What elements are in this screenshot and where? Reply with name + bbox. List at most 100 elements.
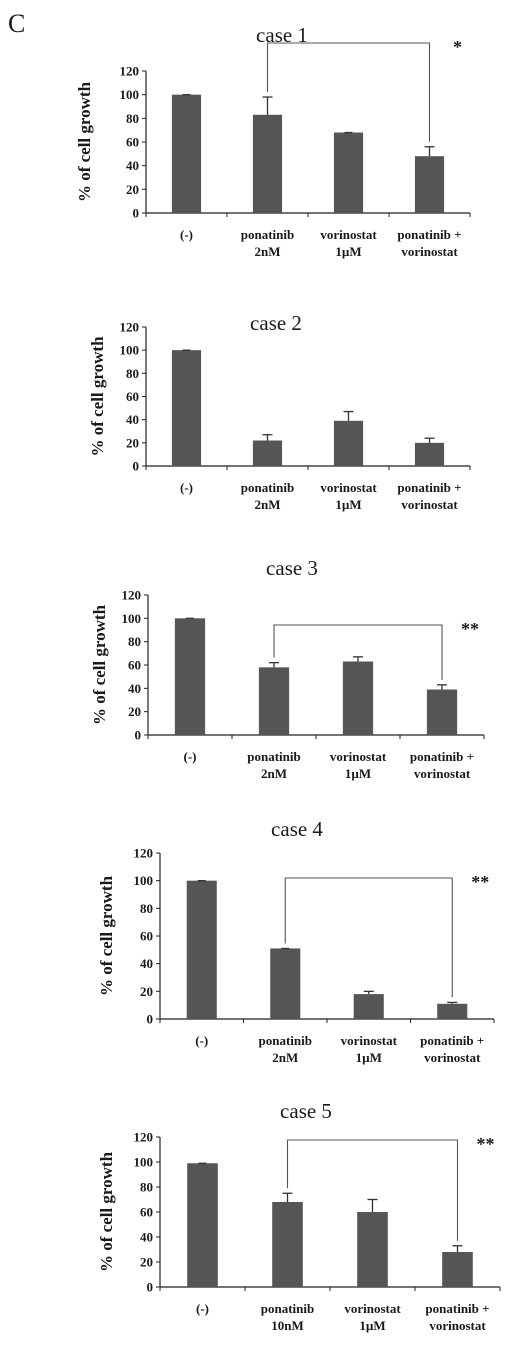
significance-bracket	[273, 624, 443, 680]
x-tick-label: ponatinib	[261, 1301, 314, 1316]
bar	[174, 618, 206, 735]
x-tick-label: 10nM	[271, 1318, 304, 1333]
y-axis-label: % of cell growth	[88, 336, 107, 457]
x-tick-label: 2nM	[255, 497, 281, 512]
y-axis-label: % of cell growth	[97, 1151, 116, 1272]
chart-case-1: case 1% of cell growth020406080100120(-)…	[75, 23, 471, 259]
bar	[270, 948, 301, 1019]
y-tick-label: 60	[140, 929, 153, 944]
x-tick-label: 1µM	[335, 244, 361, 259]
x-tick-label: ponatinib +	[420, 1033, 484, 1048]
significance-bracket	[266, 42, 431, 142]
x-tick-label: ponatinib +	[397, 227, 461, 242]
x-tick-label: vorinostat	[424, 1050, 481, 1065]
bar	[353, 994, 384, 1019]
y-tick-label: 100	[122, 611, 142, 626]
y-tick-label: 80	[140, 901, 153, 916]
y-tick-label: 0	[133, 459, 140, 474]
x-tick-label: vorinostat	[414, 766, 471, 781]
bar	[342, 661, 374, 735]
y-tick-label: 100	[120, 87, 140, 102]
bar	[252, 440, 283, 466]
y-tick-label: 120	[120, 320, 140, 335]
y-tick-label: 0	[147, 1280, 154, 1295]
y-tick-label: 100	[134, 873, 154, 888]
y-tick-label: 80	[128, 634, 141, 649]
bar	[333, 420, 364, 466]
y-tick-label: 60	[126, 389, 139, 404]
x-tick-label: vorinostat	[320, 227, 377, 242]
significance-bracket	[286, 1139, 459, 1241]
bar	[414, 442, 445, 466]
bar	[357, 1212, 388, 1287]
x-tick-label: ponatinib	[241, 227, 294, 242]
y-tick-label: 0	[135, 728, 142, 743]
chart-title: case 3	[266, 556, 318, 580]
bar	[426, 689, 458, 735]
chart-case-5: case 5 % of cell growth 0 20 40 60 80 100 120 (-)…	[97, 1099, 501, 1333]
y-axis-label: % of cell growth	[75, 81, 94, 202]
x-tick-label: (-)	[180, 227, 193, 242]
y-tick-label: 60	[140, 1205, 153, 1220]
x-tick-label: vorinostat	[401, 244, 458, 259]
bar	[414, 156, 445, 213]
bar	[171, 94, 202, 213]
bar	[333, 132, 364, 213]
x-tick-label: 2nM	[272, 1050, 298, 1065]
y-tick-label: 60	[128, 658, 141, 673]
y-tick-label: 0	[147, 1012, 154, 1027]
chart-case-4: case 4 % of cell growth 0 20 40 60 80 100 120 (-)…	[97, 817, 495, 1065]
x-tick-label: ponatinib +	[410, 749, 474, 764]
x-tick-label: ponatinib	[259, 1033, 312, 1048]
y-tick-label: 100	[134, 1155, 154, 1170]
x-tick-label: vorinostat	[320, 480, 377, 495]
y-axis-label: % of cell growth	[90, 604, 109, 725]
bar	[272, 1202, 303, 1287]
x-tick-label: ponatinib	[241, 480, 294, 495]
y-tick-label: 120	[122, 588, 142, 603]
chart-title: case 5	[280, 1099, 332, 1123]
y-tick-label: 20	[126, 182, 139, 197]
x-tick-label: (-)	[180, 480, 193, 495]
x-tick-label: 1µM	[335, 497, 361, 512]
chart-case-2: case 2 % of cell growth 0 20 40 60 80 100 120 (-)…	[88, 311, 471, 512]
x-tick-label: 1µM	[356, 1050, 382, 1065]
x-tick-label: ponatinib +	[397, 480, 461, 495]
x-tick-label: (-)	[184, 749, 197, 764]
bar	[252, 114, 283, 213]
x-tick-label: (-)	[195, 1033, 208, 1048]
y-tick-label: 0	[133, 206, 140, 221]
bar	[187, 1163, 218, 1287]
y-tick-label: 80	[126, 366, 139, 381]
x-tick-label: vorinostat	[429, 1318, 486, 1333]
significance-marker: **	[461, 619, 479, 639]
x-tick-label: ponatinib +	[425, 1301, 489, 1316]
y-tick-label: 40	[140, 1230, 153, 1245]
y-tick-label: 60	[126, 135, 139, 150]
x-tick-label: vorinostat	[330, 749, 387, 764]
y-tick-label: 20	[140, 1255, 153, 1270]
panel-label: C	[8, 9, 25, 38]
y-tick-label: 40	[126, 158, 139, 173]
y-tick-label: 80	[126, 111, 139, 126]
y-tick-label: 20	[140, 984, 153, 999]
y-tick-label: 120	[120, 64, 140, 79]
y-tick-label: 40	[140, 956, 153, 971]
x-tick-label: 1µM	[345, 766, 371, 781]
chart-case-3: case 3 % of cell growth 0 20 40 60 80 100 120 (-)…	[90, 556, 485, 781]
y-tick-label: 40	[128, 681, 141, 696]
significance-bracket	[284, 877, 453, 998]
chart-title: case 2	[250, 311, 302, 335]
significance-marker: *	[453, 37, 462, 57]
y-axis-label: % of cell growth	[97, 875, 116, 996]
x-tick-label: vorinostat	[341, 1033, 398, 1048]
x-tick-label: vorinostat	[344, 1301, 401, 1316]
y-tick-label: 20	[126, 435, 139, 450]
y-tick-label: 20	[128, 704, 141, 719]
x-tick-label: 2nM	[255, 244, 281, 259]
y-tick-label: 80	[140, 1180, 153, 1195]
x-tick-label: 2nM	[261, 766, 287, 781]
x-tick-label: vorinostat	[401, 497, 458, 512]
y-tick-label: 100	[120, 343, 140, 358]
